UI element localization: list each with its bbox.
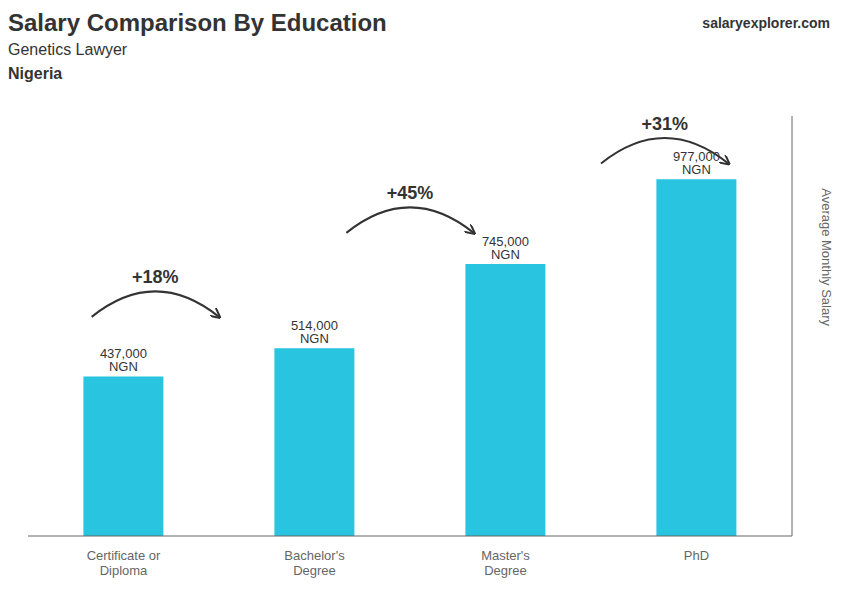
html-text:salaryexplorer.com: salaryexplorer.com [702,15,830,31]
svg-text:745,000NGN: 745,000NGN [482,234,529,262]
svg-text:+45%: +45% [387,183,434,203]
svg-text:977,000NGN: 977,000NGN [673,149,720,177]
svg-text:+31%: +31% [641,114,688,134]
html-text:Genetics Lawyer: Genetics Lawyer [8,41,128,58]
svg-text:514,000NGN: 514,000NGN [291,318,338,346]
svg-text:Bachelor'sDegree: Bachelor'sDegree [284,548,345,579]
svg-text:Average Monthly Salary: Average Monthly Salary [819,188,834,326]
svg-text:PhD: PhD [684,548,709,563]
html-text:Salary Comparison By Education: Salary Comparison By Education [8,9,387,36]
html-text:Nigeria: Nigeria [8,65,63,82]
svg-text:Master'sDegree: Master'sDegree [481,548,530,579]
svg-text:437,000NGN: 437,000NGN [100,346,147,374]
svg-text:+18%: +18% [132,267,179,287]
svg-text:Certificate orDiploma: Certificate orDiploma [87,548,161,579]
